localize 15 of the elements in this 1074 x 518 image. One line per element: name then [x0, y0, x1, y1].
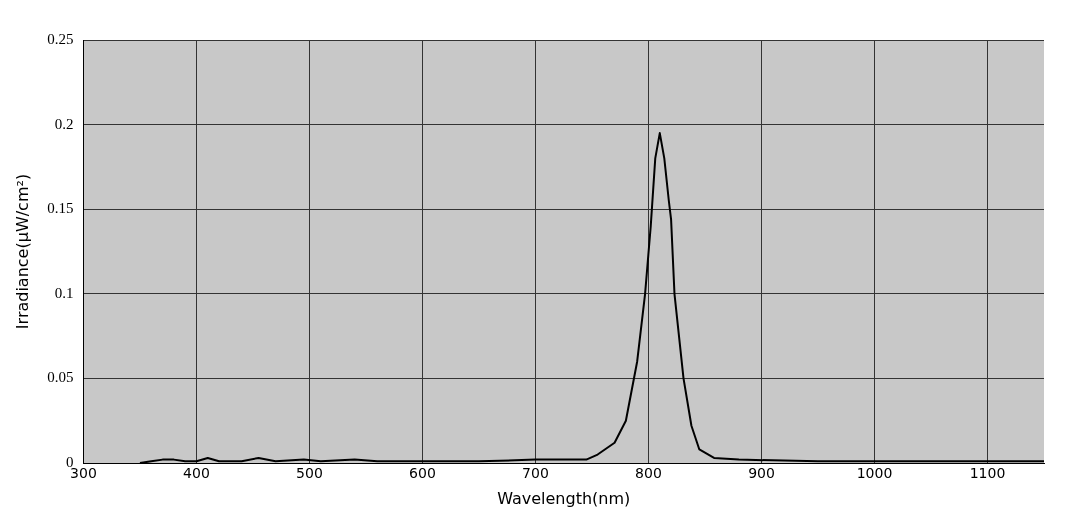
y-tick-label: 0.15: [47, 200, 74, 217]
x-axis-title: Wavelength(nm): [497, 488, 631, 508]
y-tick-label: 0.1: [54, 284, 74, 301]
y-tick-label: 0.25: [47, 30, 74, 47]
x-tick-label: 1000: [856, 465, 893, 482]
x-tick-label: 700: [522, 465, 549, 482]
x-tick-label: 600: [409, 465, 436, 482]
y-axis-title: Irradiance(μW/cm²): [12, 173, 32, 330]
x-tick-label: 400: [183, 465, 210, 482]
x-tick-label: 900: [748, 465, 775, 482]
y-tick-label: 0.05: [47, 369, 74, 386]
x-tick-label: 500: [296, 465, 323, 482]
y-tick-label: 0.2: [54, 115, 74, 132]
x-tick-label: 800: [635, 465, 662, 482]
x-tick-label: 1100: [969, 465, 1006, 482]
